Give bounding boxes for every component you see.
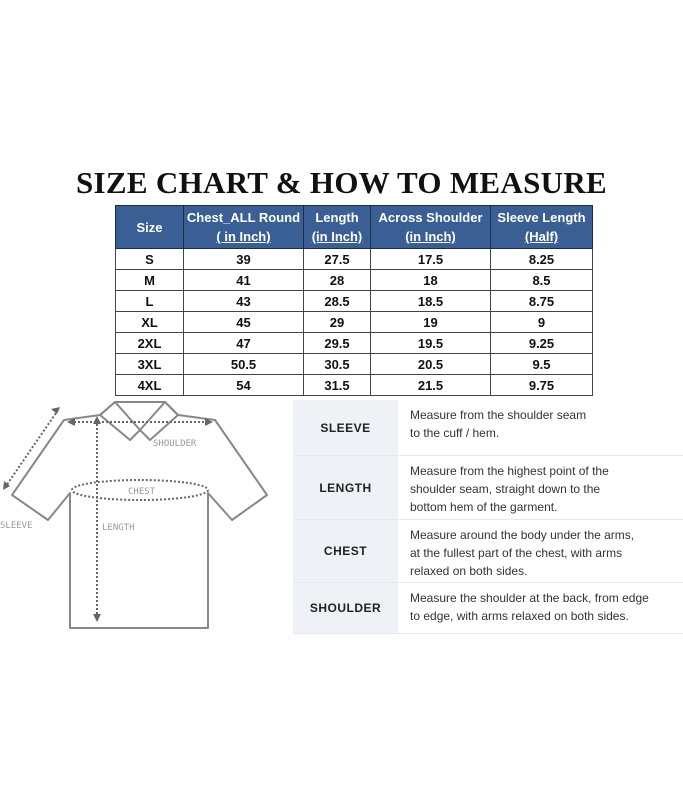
table-cell: 29 [303,311,371,333]
table-cell: 19.5 [370,332,491,354]
description-line: Measure the shoulder at the back, from e… [410,591,649,605]
table-row: 3XL 50.5 30.5 20.5 9.5 [115,353,593,375]
table-cell: 3XL [115,353,184,375]
label-chest: CHEST [128,487,156,497]
table-cell: 18.5 [370,290,491,312]
measure-label: LENGTH [293,456,398,519]
header-unit: ( in Inch) [216,229,271,244]
table-cell: S [115,248,184,270]
description-line: at the fullest part of the chest, with a… [410,546,623,560]
table-cell: 39 [183,248,304,270]
table-cell: XL [115,311,184,333]
measure-label: SHOULDER [293,583,398,633]
label-sleeve: SLEEVE [0,521,33,531]
shirt-outline [11,401,268,629]
header-chest: Chest_ALL Round ( in Inch) [183,205,304,249]
label-length: LENGTH [102,523,135,533]
table-row: M 41 28 18 8.5 [115,269,593,291]
table-cell: 31.5 [303,374,371,396]
table-cell: 2XL [115,332,184,354]
measure-lines [5,409,210,618]
description-line: Measure from the shoulder seam [410,408,587,422]
table-cell: 8.5 [490,269,593,291]
description-line: Measure from the highest point of the [410,464,609,478]
table-row: 2XL 47 29.5 19.5 9.25 [115,332,593,354]
description-line: relaxed on both sides. [410,564,528,578]
header-sleeve: Sleeve Length (Half) [490,205,593,249]
table-row: L 43 28.5 18.5 8.75 [115,290,593,312]
description-line: bottom hem of the garment. [410,500,558,514]
table-cell: 29.5 [303,332,371,354]
table-cell: 9 [490,311,593,333]
measure-row-sleeve: SLEEVE Measure from the shoulder seam to t… [293,400,683,456]
measure-description: Measure the shoulder at the back, from e… [398,583,683,633]
header-unit: (in Inch) [405,229,456,244]
size-table: Size Chest_ALL Round ( in Inch) Length (in… [115,205,593,396]
description-line: shoulder seam, straight down to the [410,482,601,496]
header-length: Length (in Inch) [303,205,371,249]
how-to-measure-panel: SLEEVE Measure from the shoulder seam to t… [293,400,683,634]
table-cell: 28.5 [303,290,371,312]
table-cell: 9.5 [490,353,593,375]
header-text: Across Shoulder [378,210,483,225]
measure-row-length: LENGTH Measure from the highest point of … [293,456,683,520]
description-line: Measure around the body under the arms, [410,528,635,542]
measure-label: SLEEVE [293,400,398,455]
table-cell: 41 [183,269,304,291]
table-cell: 8.25 [490,248,593,270]
header-shoulder: Across Shoulder (in Inch) [370,205,491,249]
table-cell: 27.5 [303,248,371,270]
table-cell: 20.5 [370,353,491,375]
table-cell: 47 [183,332,304,354]
header-text: Chest_ALL Round [186,210,301,225]
table-cell: 21.5 [370,374,491,396]
table-cell: 17.5 [370,248,491,270]
measure-description: Measure around the body under the arms, a… [398,520,683,582]
table-cell: M [115,269,184,291]
table-cell: L [115,290,184,312]
table-cell: 28 [303,269,371,291]
header-size: Size [115,205,184,249]
table-row: S 39 27.5 17.5 8.25 [115,248,593,270]
description-line: to edge, with arms relaxed on both sides… [410,609,629,623]
table-cell: 19 [370,311,491,333]
measure-description: Measure from the highest point of the sho… [398,456,683,519]
shirt-diagram: SHOULDER CHEST SLEEVE LENGTH [0,401,268,629]
table-header-row: Size Chest_ALL Round ( in Inch) Length (in… [115,205,593,249]
description-line: to the cuff / hem. [410,426,500,440]
table-row: XL 45 29 19 9 [115,311,593,333]
measure-row-shoulder: SHOULDER Measure the shoulder at the back… [293,583,683,634]
table-cell: 45 [183,311,304,333]
measure-label: CHEST [293,520,398,582]
label-shoulder: SHOULDER [153,439,197,449]
header-text: Sleeve Length [497,210,586,225]
header-text: Size [136,219,163,235]
page-title: SIZE CHART & HOW TO MEASURE [76,165,607,200]
table-cell: 8.75 [490,290,593,312]
header-unit: (in Inch) [311,229,363,244]
table-cell: 18 [370,269,491,291]
table-cell: 50.5 [183,353,304,375]
table-cell: 4XL [115,374,184,396]
table-cell: 9.25 [490,332,593,354]
measure-row-chest: CHEST Measure around the body under the a… [293,520,683,583]
table-cell: 9.75 [490,374,593,396]
header-unit: (Half) [524,229,559,244]
table-row: 4XL 54 31.5 21.5 9.75 [115,374,593,396]
table-cell: 30.5 [303,353,371,375]
table-cell: 43 [183,290,304,312]
header-text: Length [315,210,359,225]
measure-description: Measure from the shoulder seam to the cuf… [398,400,683,455]
